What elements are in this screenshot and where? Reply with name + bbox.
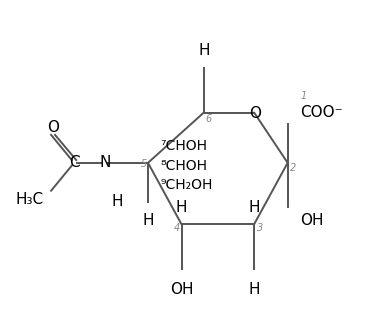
- Text: ⁹CH₂OH: ⁹CH₂OH: [161, 178, 213, 192]
- Text: H: H: [248, 200, 260, 215]
- Text: H: H: [112, 194, 123, 209]
- Text: 4: 4: [174, 223, 180, 233]
- Text: OH: OH: [170, 282, 193, 297]
- Text: 2: 2: [290, 163, 297, 173]
- Text: H₃C: H₃C: [16, 192, 44, 207]
- Text: ⁸CHOH: ⁸CHOH: [161, 159, 208, 173]
- Text: ⁷CHOH: ⁷CHOH: [161, 139, 208, 153]
- Text: H: H: [142, 213, 154, 228]
- Text: O: O: [250, 107, 262, 122]
- Text: 6: 6: [206, 114, 212, 124]
- Text: 1: 1: [300, 91, 307, 101]
- Text: N: N: [99, 155, 110, 170]
- Text: H: H: [198, 43, 210, 58]
- Text: 5: 5: [140, 159, 147, 169]
- Text: C: C: [69, 155, 79, 170]
- Text: H: H: [176, 200, 187, 215]
- Text: COO⁻: COO⁻: [300, 105, 343, 120]
- Text: H: H: [248, 282, 260, 297]
- Text: 3: 3: [257, 223, 263, 233]
- Text: O: O: [47, 120, 59, 135]
- Text: OH: OH: [300, 212, 324, 227]
